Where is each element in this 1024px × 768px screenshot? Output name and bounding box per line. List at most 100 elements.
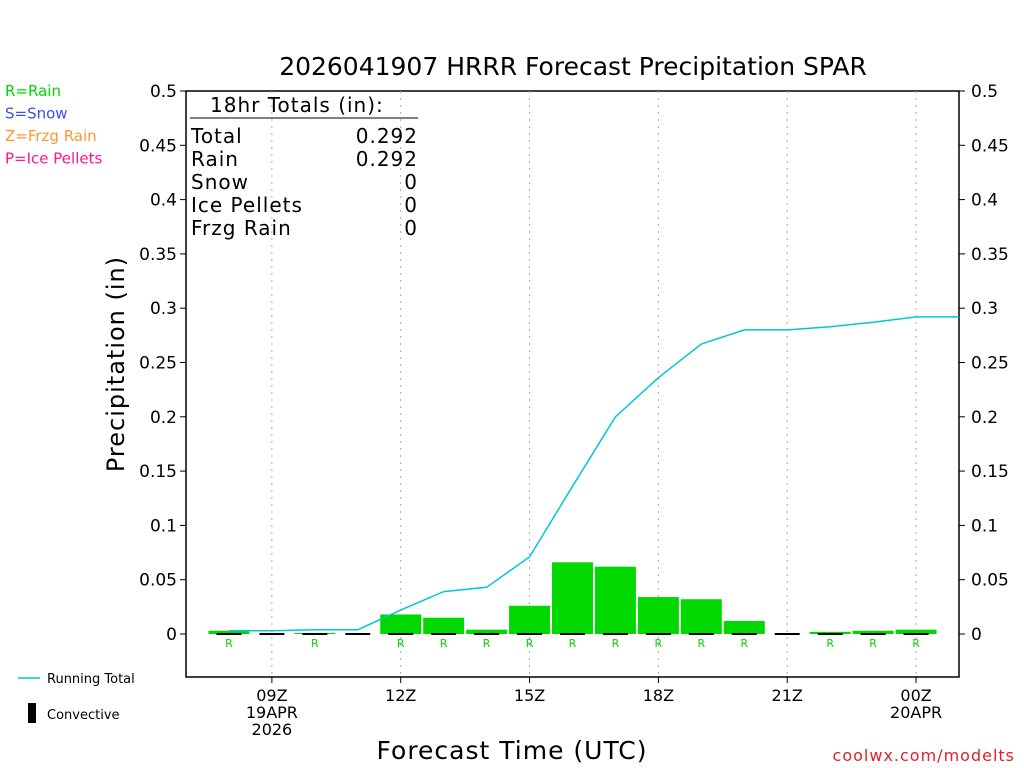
y-tick-label-left-3: 0.15	[139, 462, 177, 482]
totals-value-4: 0	[404, 216, 418, 240]
precip-type-legend-3: P=Ice Pellets	[5, 150, 102, 168]
convective-legend-label: Convective	[47, 708, 120, 723]
y-tick-label-left-6: 0.3	[150, 299, 177, 319]
convective-mark-7	[517, 633, 543, 635]
precip-type-legend-1: S=Snow	[5, 105, 68, 123]
y-tick-label-right-2: 0.1	[971, 516, 998, 536]
rain-marker-11: R	[698, 637, 706, 650]
convective-mark-16	[903, 633, 929, 635]
convective-mark-4	[388, 633, 414, 635]
y-tick-label-right-1: 0.05	[971, 571, 1009, 591]
y-tick-label-right-3: 0.15	[971, 462, 1009, 482]
running-total-line	[228, 316, 959, 632]
y-axis-ticks: 0 00.05 0.050.1 0.10.15 0.150.2 0.20.25 0.250.…	[139, 82, 1009, 645]
precip-bar-11	[680, 599, 722, 634]
y-tick-label-left-5: 0.25	[139, 354, 177, 374]
rain-marker-14: R	[826, 637, 834, 650]
x-tick-label-0-0: 09Z	[256, 686, 287, 705]
y-tick-label-right-7: 0.35	[971, 245, 1009, 265]
y-tick-label-left-7: 0.35	[139, 245, 177, 265]
precip-bar-12	[723, 620, 765, 634]
y-tick-label-right-8: 0.4	[971, 191, 998, 211]
precip-type-legend-2: Z=Frzg Rain	[5, 127, 97, 145]
convective-mark-10	[645, 633, 671, 635]
totals-label-2: Snow	[191, 170, 249, 194]
chart-title: 2026041907 HRRR Forecast Precipitation S…	[279, 52, 867, 81]
y-tick-label-left-9: 0.45	[139, 136, 177, 156]
precip-bar-7	[509, 605, 551, 634]
y-tick-label-left-1: 0.05	[139, 571, 177, 591]
precip-bar-14	[809, 631, 851, 634]
convective-mark-11	[688, 633, 714, 635]
rain-marker-4: R	[397, 637, 405, 650]
precip-bar-5	[423, 617, 465, 634]
precip-bar-16	[895, 629, 937, 634]
x-tick-label-2-0: 15Z	[514, 686, 545, 705]
y-tick-label-right-4: 0.2	[971, 408, 998, 428]
precip-type-legend: R=Rain S=Snow Z=Frzg Rain P=Ice Pellets	[5, 82, 102, 168]
x-tick-label-0-2: 2026	[252, 720, 293, 739]
convective-mark-12	[731, 633, 757, 635]
precip-bar-6	[466, 629, 508, 634]
totals-header: 18hr Totals (in):	[210, 93, 384, 117]
credit-text: coolwx.com/modelts	[833, 746, 1015, 765]
rain-marker-10: R	[655, 637, 663, 650]
rain-marker-9: R	[612, 637, 620, 650]
vertical-gridlines	[271, 91, 917, 677]
convective-mark-3	[345, 633, 371, 635]
y-tick-label-left-0: 0	[166, 625, 177, 645]
totals-value-0: 0.292	[356, 124, 418, 148]
convective-mark-13	[774, 633, 800, 635]
precip-bar-8	[552, 562, 593, 634]
plot-frame	[185, 90, 960, 678]
precip-bar-9	[594, 566, 636, 634]
totals-label-3: Ice Pellets	[191, 193, 303, 217]
y-tick-label-left-4: 0.2	[150, 408, 177, 428]
rain-marker-7: R	[526, 637, 534, 650]
precip-bar-10	[637, 597, 679, 634]
totals-value-3: 0	[404, 193, 418, 217]
convective-legend-swatch	[28, 703, 36, 723]
x-axis-label: Forecast Time (UTC)	[377, 736, 648, 765]
y-tick-label-right-0: 0	[971, 625, 982, 645]
convective-mark-1	[259, 633, 285, 635]
y-tick-label-left-2: 0.1	[150, 516, 177, 536]
x-tick-label-0-1: 19APR	[246, 703, 298, 722]
convective-mark-6	[474, 633, 500, 635]
convective-mark-5	[431, 633, 457, 635]
precip-bar-0	[208, 630, 250, 634]
y-tick-label-right-5: 0.25	[971, 354, 1009, 374]
rain-marker-2: R	[311, 637, 319, 650]
precip-bar-4	[380, 614, 422, 634]
rain-marker-8: R	[569, 637, 577, 650]
convective-mark-15	[860, 633, 886, 635]
convective-mark-2	[302, 633, 328, 635]
y-tick-label-left-10: 0.5	[150, 82, 177, 102]
totals-label-4: Frzg Rain	[191, 216, 292, 240]
convective-mark-8	[560, 633, 585, 635]
totals-label-0: Total	[190, 124, 243, 148]
rain-marker-6: R	[483, 637, 491, 650]
y-axis-label: Precipitation (in)	[102, 256, 130, 472]
totals-rows: Total 0.292 Rain 0.292 Snow 0 Ice Pellets 0 Frzg…	[190, 124, 418, 240]
precipitation-bars	[208, 562, 937, 635]
rain-marker-15: R	[869, 637, 877, 650]
convective-mark-0	[216, 633, 242, 635]
rain-marker-12: R	[740, 637, 748, 650]
precip-bar-15	[852, 630, 894, 634]
y-tick-label-right-6: 0.3	[971, 299, 998, 319]
totals-box: 18hr Totals (in): Total 0.292 Rain 0.292 Sno…	[190, 93, 418, 240]
x-tick-label-4-0: 21Z	[772, 686, 803, 705]
x-tick-label-3-0: 18Z	[643, 686, 674, 705]
totals-value-1: 0.292	[356, 147, 418, 171]
rain-marker-5: R	[440, 637, 448, 650]
y-tick-label-right-10: 0.5	[971, 82, 998, 102]
x-tick-label-5-0: 00Z	[900, 686, 931, 705]
rain-marker-16: R	[912, 637, 920, 650]
x-tick-label-5-1: 20APR	[890, 703, 942, 722]
series-legend: Running Total Convective	[18, 672, 135, 723]
totals-value-2: 0	[404, 170, 418, 194]
